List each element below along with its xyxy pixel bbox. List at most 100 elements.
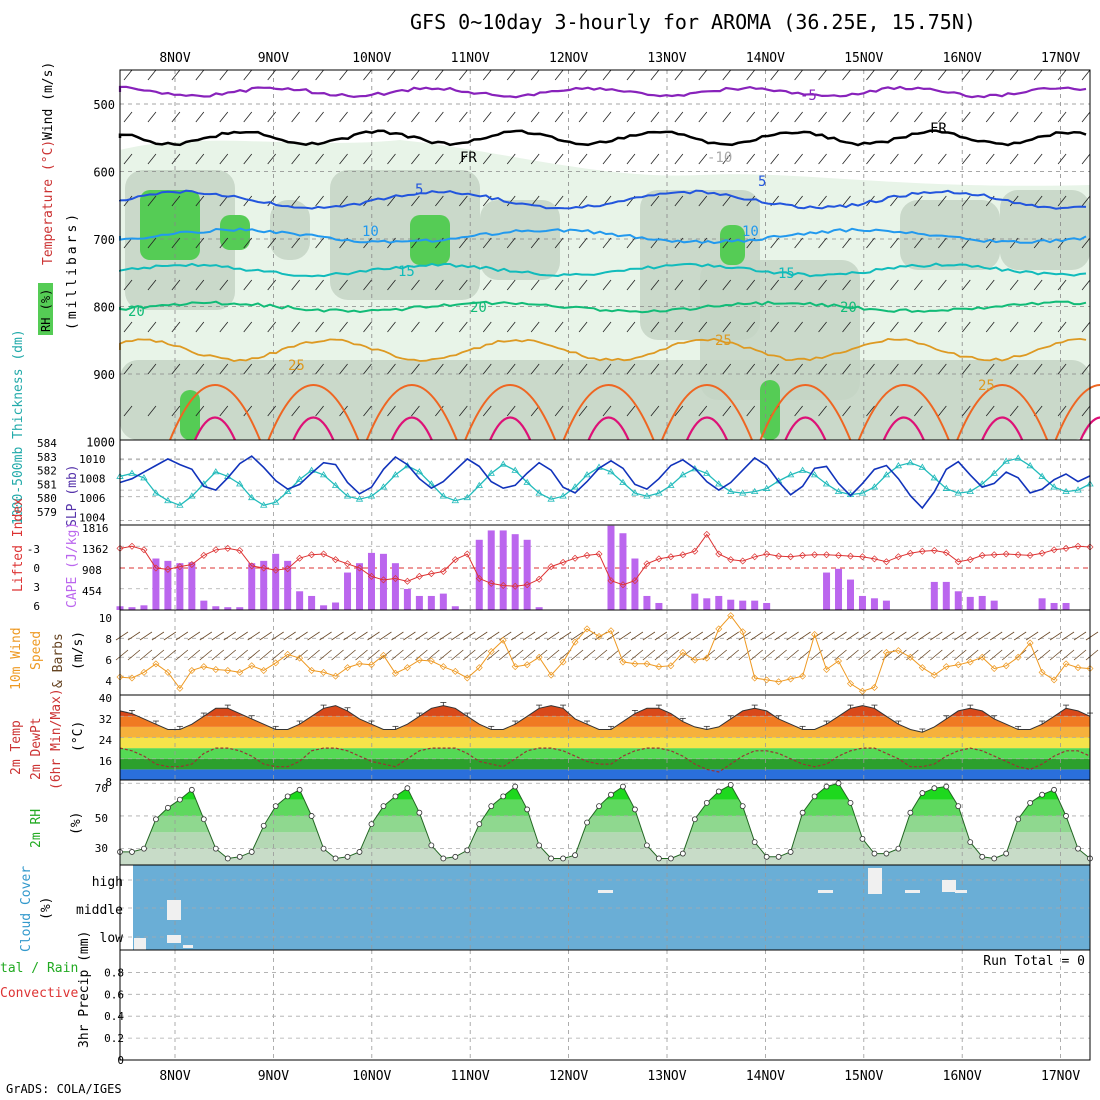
rh-point <box>213 846 218 851</box>
cape-bar <box>440 594 447 610</box>
rh-point <box>249 849 254 854</box>
rh-point <box>357 849 362 854</box>
cape-bar <box>152 559 159 610</box>
rh-point <box>704 800 709 805</box>
temp-band <box>120 738 1090 749</box>
rh2m-ylabel: 2m RH <box>29 809 44 848</box>
precip-tick-label: 0.8 <box>104 966 124 979</box>
cloud-bar <box>183 945 193 948</box>
rh-point <box>297 787 302 792</box>
rh-point <box>692 817 697 822</box>
rh-point <box>944 784 949 789</box>
cape-bar <box>1051 603 1058 610</box>
rh-point <box>573 853 578 858</box>
contour-label: 15 <box>778 266 795 282</box>
rh-mid-area <box>900 200 1000 270</box>
rh-point <box>585 820 590 825</box>
thickness-tick-label: 579 <box>37 506 57 519</box>
li-ylabel: Lifted Index <box>11 498 26 592</box>
footer-credit: GrADS: COLA/IGES <box>6 1082 122 1096</box>
bottom-date-label: 15NOV <box>844 1069 883 1084</box>
wind-ylabel: Wind (m/s) <box>41 62 56 140</box>
temp-tick-label: 40 <box>99 692 112 705</box>
rh-tick-label: 50 <box>95 812 108 825</box>
rh-point <box>465 848 470 853</box>
precip-panel-bg <box>120 950 1090 1060</box>
rh-point <box>321 846 326 851</box>
rh-point <box>932 786 937 791</box>
cape-bar <box>979 596 986 610</box>
cape-bar <box>344 573 351 610</box>
cape-bar <box>691 594 698 610</box>
contour-label: 5 <box>415 182 423 198</box>
wind-ylabel-2: Speed <box>29 631 44 670</box>
thickness-tick-label: 580 <box>37 492 57 505</box>
slp-ylabel: SLP (mb) <box>65 464 80 527</box>
cloud-panel: highmiddlelowCloud Cover (%) <box>19 865 1090 952</box>
cape-bar <box>332 603 339 610</box>
rh-mid-area <box>270 200 310 260</box>
contour-label: 25 <box>715 333 732 349</box>
cape-bar <box>1039 598 1046 610</box>
contour-label: -5 <box>800 88 817 104</box>
rh-point <box>429 843 434 848</box>
rh-point <box>417 810 422 815</box>
rh-point <box>525 807 530 812</box>
bottom-date-label: 12NOV <box>549 1069 588 1084</box>
slp-tick-label: 1008 <box>79 473 106 486</box>
contour-label: 20 <box>470 300 487 316</box>
top-date-label: 15NOV <box>844 51 883 66</box>
bottom-date-label: 11NOV <box>451 1069 490 1084</box>
rh-point <box>381 804 386 809</box>
contour-label: 20 <box>840 300 857 316</box>
cape-bar <box>1063 603 1070 610</box>
contour-label: 25 <box>978 378 995 394</box>
temp-band <box>120 769 1090 780</box>
cloud-bar <box>167 900 181 920</box>
top-date-label: 16NOV <box>943 51 982 66</box>
rh-point <box>225 856 230 861</box>
bottom-date-label: 13NOV <box>647 1069 686 1084</box>
temp2m-panel: 4032241682m Temp 2m DewPt (6hr Min/Max) (°C… <box>9 688 1093 790</box>
cloud-tick-label: low <box>100 931 124 946</box>
rh-point <box>405 786 410 791</box>
pressure-tick-label: 1000 <box>86 436 115 450</box>
cape-bar <box>512 534 519 610</box>
cape-bar <box>188 562 195 610</box>
rh-point <box>537 843 542 848</box>
temp-ylabel-2: 2m DewPt <box>29 717 44 780</box>
rh-green-area <box>140 190 200 260</box>
li-tick-label: 6 <box>33 600 40 613</box>
contour-label: 20 <box>128 304 145 320</box>
rh-point <box>896 846 901 851</box>
cape-bar <box>308 596 315 610</box>
rh-point <box>273 804 278 809</box>
cape-bar <box>763 603 770 610</box>
rh-point <box>740 804 745 809</box>
cape-bar <box>943 582 950 610</box>
cape-bar <box>164 561 171 610</box>
cape-ylabel: CAPE (J/kg) <box>65 522 80 608</box>
top-date-label: 13NOV <box>647 51 686 66</box>
rh-point <box>1076 846 1081 851</box>
rh-band <box>120 849 1090 865</box>
cape-bar <box>955 591 962 610</box>
li-tick-label: 3 <box>33 581 40 594</box>
top-date-label: 9NOV <box>258 51 289 66</box>
cloud-bar <box>868 868 882 894</box>
precip-panel: 0.80.60.40.20Run Total = 0tal / RainConv… <box>0 931 1090 1084</box>
rh-point <box>1064 813 1069 818</box>
rh-point <box>776 854 781 859</box>
temp-tick-label: 16 <box>99 755 112 768</box>
rh-point <box>968 840 973 845</box>
rh-point <box>728 782 733 787</box>
cape-bar <box>320 605 327 610</box>
rh-point <box>908 810 913 815</box>
top-date-label: 14NOV <box>746 51 785 66</box>
rh-point <box>872 851 877 856</box>
contour-label: FR <box>930 121 947 137</box>
cape-tick-label: 454 <box>82 585 102 598</box>
cape-bar <box>739 601 746 610</box>
rh-point <box>680 851 685 856</box>
rh-point <box>201 817 206 822</box>
